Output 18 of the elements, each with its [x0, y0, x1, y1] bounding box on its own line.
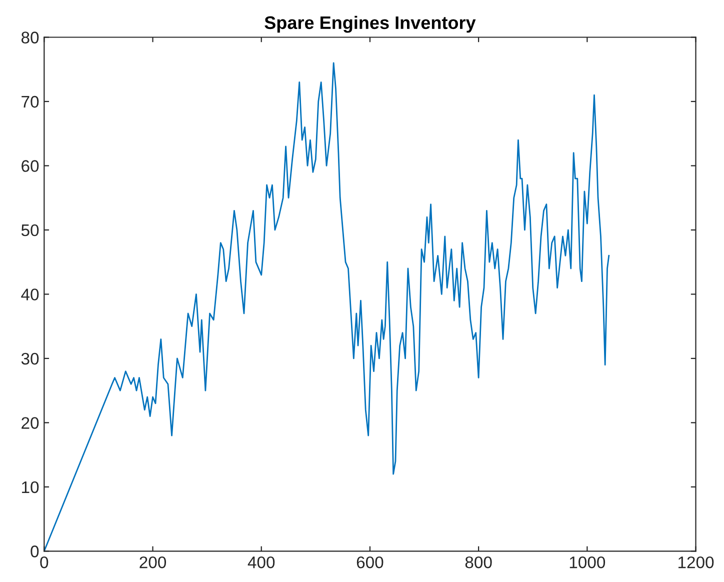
y-tick-label: 60	[22, 160, 39, 172]
chart-title: Spare Engines Inventory	[264, 16, 476, 33]
line-series	[44, 62, 610, 552]
y-tick-label: 30	[21, 352, 39, 365]
x-tick-label: 600	[356, 556, 384, 568]
x-tick-label: 800	[465, 556, 492, 568]
y-tick-label: 80	[21, 32, 39, 44]
y-tick-label: 20	[22, 417, 39, 429]
y-tick-label: 50	[21, 224, 39, 236]
y-tick-label: 0	[30, 546, 39, 558]
y-tick-label: 10	[22, 481, 39, 494]
x-tick-label: 1200	[678, 556, 714, 568]
x-tick-label: 400	[248, 556, 275, 568]
y-tick-label: 70	[22, 96, 39, 108]
y-tick-label: 40	[21, 288, 39, 300]
x-tick-label: 0	[40, 556, 48, 568]
x-tick-label: 200	[140, 556, 166, 568]
x-tick-label: 1000	[570, 556, 606, 568]
